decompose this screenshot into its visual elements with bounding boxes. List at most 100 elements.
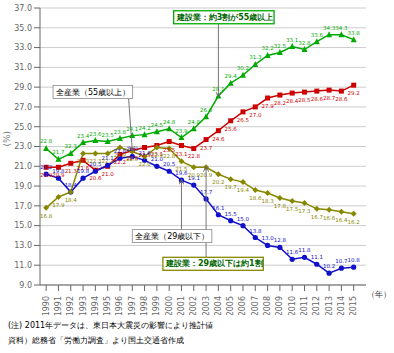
svg-text:28.2: 28.2: [274, 100, 286, 106]
svg-text:17.5: 17.5: [286, 206, 299, 212]
svg-text:27.9: 27.9: [261, 103, 274, 109]
svg-text:19.7: 19.7: [225, 184, 238, 190]
svg-text:1991: 1991: [54, 296, 63, 315]
svg-text:17.8: 17.8: [274, 203, 287, 209]
svg-text:22.3: 22.3: [77, 158, 90, 164]
svg-text:2012: 2012: [312, 296, 321, 315]
svg-text:18.4: 18.4: [65, 182, 78, 188]
svg-text:23.8: 23.8: [114, 129, 127, 135]
svg-text:15.0: 15.0: [14, 221, 32, 230]
svg-text:17.7: 17.7: [200, 189, 213, 195]
svg-text:18.6: 18.6: [249, 195, 262, 201]
svg-text:16.6: 16.6: [323, 215, 336, 221]
svg-text:建設業：29歳以下は約1割: 建設業：29歳以下は約1割: [165, 259, 263, 268]
svg-text:37.0: 37.0: [14, 4, 32, 13]
svg-text:13.0: 13.0: [261, 235, 274, 241]
svg-text:17.3: 17.3: [298, 208, 311, 214]
svg-text:22.0: 22.0: [138, 161, 151, 167]
svg-text:22.8: 22.8: [163, 153, 176, 159]
svg-text:23.6: 23.6: [89, 131, 102, 137]
svg-text:24.2: 24.2: [138, 125, 150, 131]
svg-text:22.9: 22.9: [151, 152, 164, 158]
svg-text:17.9: 17.9: [52, 202, 65, 208]
svg-text:23.0: 23.0: [14, 142, 32, 151]
svg-text:13.8: 13.8: [249, 228, 262, 234]
svg-text:11.1: 11.1: [311, 254, 323, 260]
svg-text:15.0: 15.0: [237, 216, 250, 222]
svg-text:23.5: 23.5: [102, 132, 115, 138]
svg-text:1998: 1998: [140, 296, 149, 315]
svg-text:2002: 2002: [189, 296, 198, 315]
svg-text:10.7: 10.7: [335, 258, 348, 264]
svg-text:22.5: 22.5: [126, 156, 139, 162]
svg-text:33.8: 33.8: [348, 30, 361, 36]
svg-text:16.2: 16.2: [348, 219, 360, 225]
svg-text:22.2: 22.2: [114, 159, 126, 165]
svg-text:21.7: 21.7: [52, 149, 65, 155]
svg-text:19.4: 19.4: [237, 187, 250, 193]
svg-text:10.2: 10.2: [323, 263, 335, 269]
svg-text:20.6: 20.6: [89, 175, 102, 181]
svg-text:29.2: 29.2: [348, 90, 360, 96]
svg-text:34.3: 34.3: [323, 25, 336, 31]
svg-text:2003: 2003: [202, 296, 211, 315]
svg-text:22.8: 22.8: [188, 153, 201, 159]
svg-text:22.3: 22.3: [89, 158, 102, 164]
svg-text:33.1: 33.1: [286, 37, 298, 43]
svg-text:28.1: 28.1: [212, 86, 224, 92]
svg-text:29.4: 29.4: [225, 73, 238, 79]
svg-text:2010: 2010: [288, 296, 297, 315]
svg-text:32.5: 32.5: [274, 43, 287, 49]
svg-text:18.4: 18.4: [65, 197, 78, 203]
svg-text:2004: 2004: [214, 296, 223, 315]
svg-text:19.8: 19.8: [77, 168, 90, 174]
svg-text:23.4: 23.4: [77, 133, 90, 139]
svg-text:35.0: 35.0: [14, 24, 32, 33]
svg-text:2013: 2013: [325, 296, 334, 315]
svg-text:23.1: 23.1: [175, 151, 187, 157]
svg-text:2015: 2015: [349, 296, 358, 315]
svg-text:11.6: 11.6: [286, 249, 299, 255]
svg-text:16.1: 16.1: [212, 205, 224, 211]
svg-text:1996: 1996: [115, 296, 124, 315]
svg-text:1999: 1999: [152, 296, 161, 315]
svg-text:1992: 1992: [66, 296, 75, 315]
svg-text:16.7: 16.7: [311, 214, 324, 220]
svg-text:15.5: 15.5: [225, 211, 238, 217]
svg-text:2005: 2005: [226, 296, 235, 315]
svg-text:18.3: 18.3: [261, 198, 274, 204]
svg-text:9.0: 9.0: [19, 281, 32, 290]
svg-text:22.0: 22.0: [126, 146, 139, 152]
svg-text:1990: 1990: [42, 296, 51, 315]
svg-text:19.0: 19.0: [14, 182, 32, 191]
svg-text:20.2: 20.2: [40, 164, 52, 170]
svg-text:2009: 2009: [275, 296, 284, 315]
svg-text:21.0: 21.0: [14, 162, 32, 171]
svg-text:29.0: 29.0: [14, 83, 32, 92]
svg-text:31.0: 31.0: [14, 63, 32, 72]
svg-text:30.2: 30.2: [237, 65, 249, 71]
svg-text:11.8: 11.8: [298, 247, 311, 253]
svg-text:16.4: 16.4: [335, 217, 348, 223]
svg-text:27.0: 27.0: [14, 103, 32, 112]
svg-text:全産業（29歳以下）: 全産業（29歳以下）: [135, 232, 209, 241]
svg-text:1995: 1995: [103, 296, 112, 315]
svg-text:2000: 2000: [165, 296, 174, 315]
svg-text:26.5: 26.5: [237, 117, 250, 123]
svg-text:24.1: 24.1: [126, 126, 138, 132]
svg-text:（年）: （年）: [367, 290, 386, 299]
svg-text:2011: 2011: [300, 296, 309, 315]
svg-text:25.6: 25.6: [225, 126, 238, 132]
svg-text:10.8: 10.8: [348, 257, 361, 263]
svg-text:34.3: 34.3: [335, 25, 348, 31]
svg-text:22.6: 22.6: [126, 155, 139, 161]
svg-text:27.0: 27.0: [249, 112, 262, 118]
svg-text:20.5: 20.5: [163, 161, 176, 167]
svg-text:1993: 1993: [79, 296, 88, 315]
svg-text:32.8: 32.8: [298, 40, 311, 46]
svg-text:23.7: 23.7: [200, 145, 213, 151]
svg-text:2007: 2007: [251, 296, 260, 315]
svg-text:11.0: 11.0: [14, 261, 32, 270]
svg-text:21.6: 21.6: [138, 150, 151, 156]
svg-text:2008: 2008: [263, 296, 272, 315]
